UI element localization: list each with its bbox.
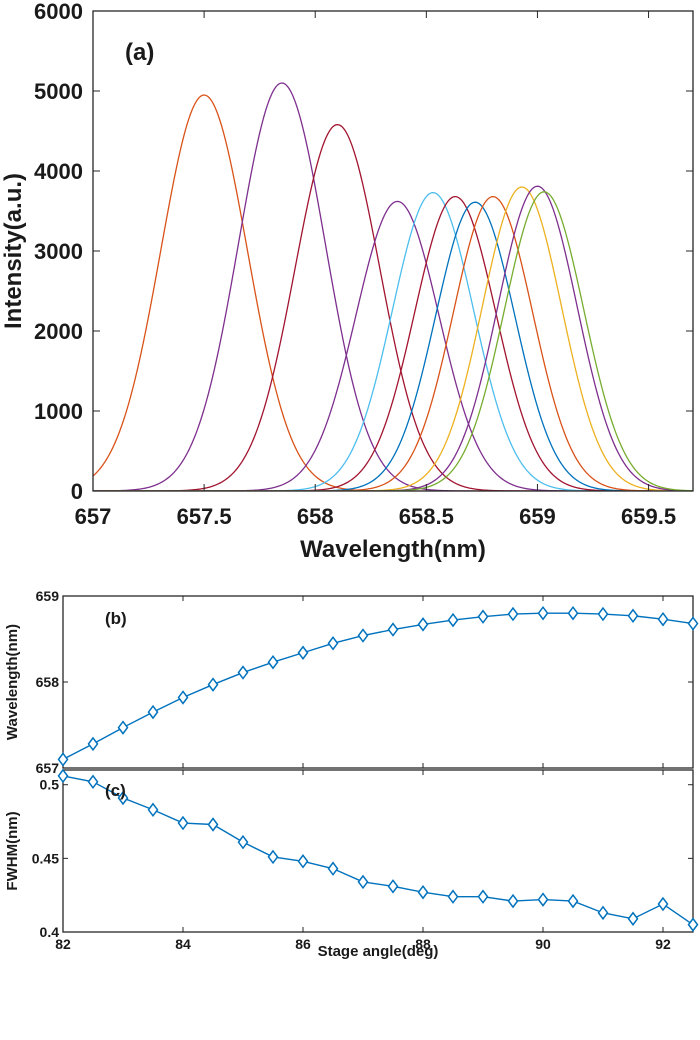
panel-a-ytick-label: 4000 [34, 159, 83, 184]
spectrum-line-7 [93, 201, 693, 491]
panel-b-ytick-label: 657 [36, 760, 60, 776]
panel-a-ytick-label: 1000 [34, 399, 83, 424]
panel-b-label: (b) [105, 609, 127, 628]
panel-c [57, 768, 699, 933]
panel-b-frame [62, 595, 694, 769]
panel-a-label: (a) [125, 39, 154, 66]
panel-b-data-marker [597, 606, 609, 622]
panel-a-y-axis-title: Intensity(a.u.) [0, 173, 27, 329]
panel-c-xtick-label: 84 [175, 936, 191, 952]
spectrum-line-11 [93, 191, 693, 491]
panel-b-data-marker [687, 616, 699, 631]
panel-c-data-marker [147, 802, 159, 818]
panel-b-series-line [62, 612, 694, 761]
panel-b [57, 595, 699, 769]
panel-c-data-marker [687, 917, 699, 932]
panel-a-ytick-label: 5000 [34, 79, 83, 104]
panel-b-data-marker [627, 608, 639, 624]
panel-b-data-marker [507, 606, 519, 622]
panel-c-x-axis-title: Stage angle(deg) [318, 943, 439, 960]
panel-c-data-marker [387, 879, 399, 894]
panel-a-x-axis-title: Wavelength(nm) [300, 536, 486, 563]
spectrum-line-10 [93, 185, 693, 491]
panel-c-ytick-label: 0.5 [40, 777, 60, 793]
panel-b-data-marker [567, 605, 579, 621]
panel-c-data-marker [267, 849, 279, 865]
panel-c-series-line [62, 775, 694, 926]
panel-a-xtick-label: 658.5 [399, 504, 454, 529]
spectrum-line-5 [93, 191, 693, 491]
panel-c-data-marker [87, 774, 99, 790]
panel-b-data-marker [387, 622, 399, 637]
panel-c-data-marker [207, 817, 219, 832]
panel-b-ytick-label: 659 [36, 588, 60, 604]
panel-c-xtick-label: 82 [55, 936, 71, 952]
spectrum-line-9 [93, 186, 693, 491]
panel-c-data-marker [327, 861, 339, 876]
panel-c-data-marker [447, 889, 459, 904]
panel-b-ytick-label: 658 [36, 674, 60, 690]
panel-a-ytick-label: 6000 [34, 0, 83, 24]
spectrum-line-4 [93, 200, 693, 491]
spectrum-line-3 [93, 123, 693, 491]
spectrum-line-1 [93, 94, 693, 491]
panel-a-ytick-label: 3000 [34, 239, 83, 264]
panel-c-data-marker [237, 834, 249, 850]
panel-b-data-marker [297, 645, 309, 661]
panel-c-data-marker [297, 854, 309, 869]
panel-b-data-marker [177, 690, 189, 705]
panel-b-data-marker [207, 677, 219, 692]
panel-c-data-marker [537, 892, 549, 907]
panel-c-data-marker [567, 893, 579, 909]
panel-b-data-marker [357, 628, 369, 643]
panel-c-y-axis-title: FWHM(nm) [4, 811, 21, 890]
panel-b-data-marker [87, 736, 99, 752]
panel-c-label: (c) [105, 781, 126, 800]
panel-a-xtick-label: 657.5 [177, 504, 232, 529]
panel-c-frame [62, 769, 694, 933]
panel-b-data-marker [417, 617, 429, 632]
panel-a-xtick-label: 658 [297, 504, 334, 529]
panel-b-data-marker [537, 605, 549, 621]
panel-b-data-marker [237, 665, 249, 680]
panel-a-xtick-label: 659.5 [621, 504, 676, 529]
panel-a-ytick-label: 2000 [34, 319, 83, 344]
panel-c-ytick-label: 0.45 [32, 850, 59, 866]
panel-b-data-marker [147, 704, 159, 720]
spectrum-line-6 [93, 196, 693, 491]
panel-c-data-marker [597, 905, 609, 921]
panel-c-data-marker [117, 790, 129, 806]
panel-c-ytick-label: 0.4 [40, 924, 60, 940]
panel-a [92, 10, 694, 492]
panel-b-y-axis-title: Wavelength(nm) [4, 624, 21, 740]
panel-b-data-marker [657, 611, 669, 627]
panel-b-data-marker [327, 636, 339, 651]
panel-c-data-marker [477, 889, 489, 904]
panel-c-data-marker [657, 896, 669, 912]
panel-b-data-marker [267, 654, 279, 670]
panel-c-data-marker [177, 815, 189, 831]
panel-b-data-marker [57, 752, 69, 767]
panel-c-data-marker [417, 884, 429, 900]
panel-c-xtick-label: 88 [415, 936, 431, 952]
panel-c-data-marker [357, 874, 369, 890]
panel-c-data-marker [57, 768, 69, 784]
spectrum-line-2 [93, 82, 693, 491]
panel-c-data-marker [627, 911, 639, 926]
spectrum-line-8 [93, 195, 693, 491]
spectra-lines [93, 82, 693, 491]
panel-a-xtick-label: 657 [75, 504, 112, 529]
panel-b-data-marker [477, 609, 489, 624]
panel-c-xtick-label: 86 [295, 936, 311, 952]
panel-a-frame [92, 10, 694, 492]
panel-c-data-marker [507, 893, 519, 909]
panel-a-ytick-label: 0 [71, 479, 83, 504]
panel-b-data-marker [447, 612, 459, 628]
panel-a-xtick-label: 659 [519, 504, 556, 529]
panel-b-data-marker [117, 720, 129, 735]
panel-c-xtick-label: 92 [655, 936, 671, 952]
panel-c-xtick-label: 90 [535, 936, 551, 952]
